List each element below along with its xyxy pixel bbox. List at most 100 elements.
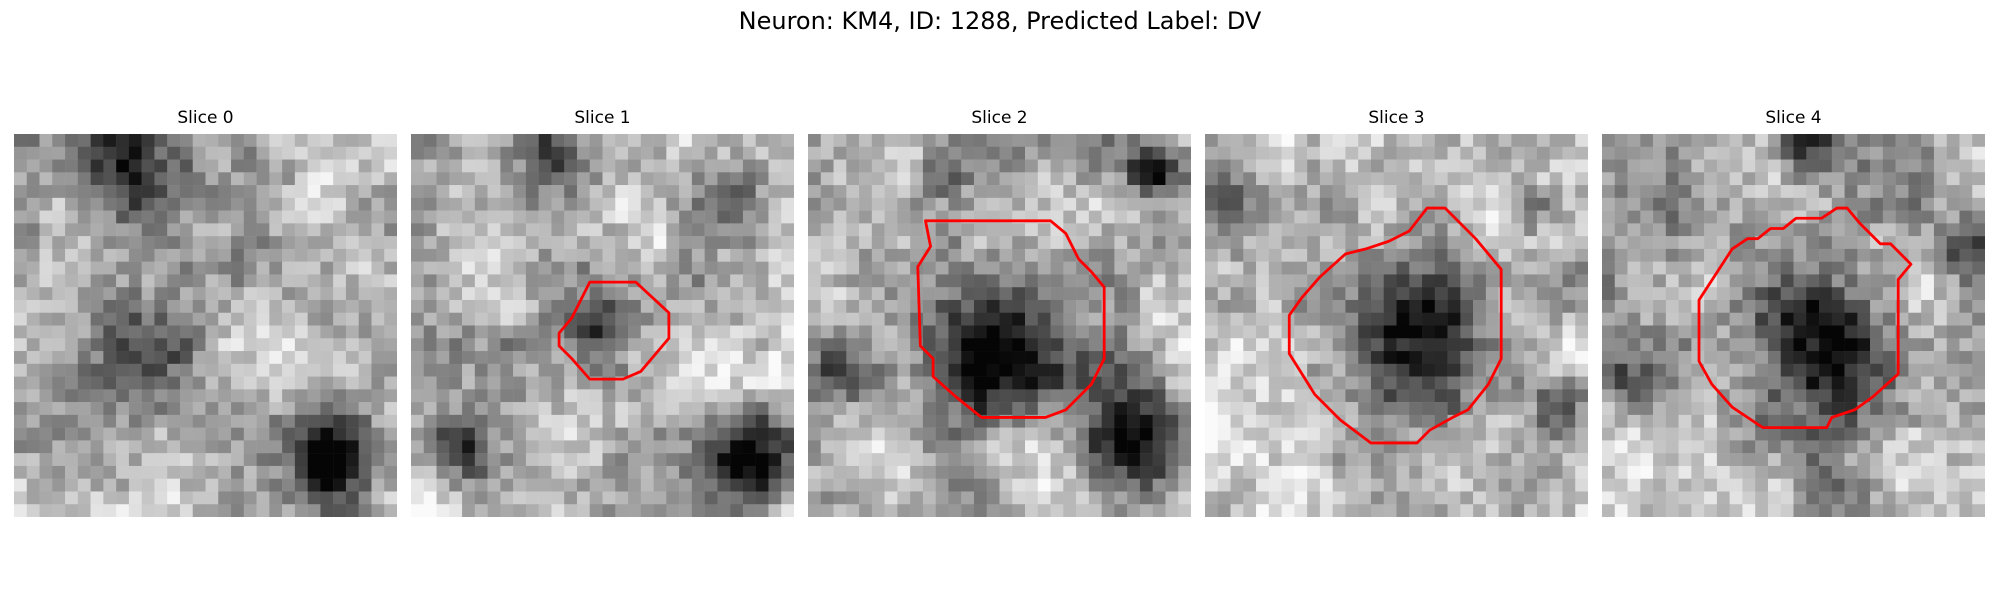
pixel [1396,376,1410,390]
pixel [474,146,488,160]
pixel [1627,376,1641,390]
pixel [320,440,334,454]
pixel [14,402,28,416]
pixel [1037,491,1051,505]
pixel [1409,134,1423,148]
pixel [1793,223,1807,237]
pixel [179,185,193,199]
pixel [1716,223,1730,237]
pixel [833,453,847,467]
pixel [513,376,527,390]
pixel [1755,325,1769,339]
pixel [1536,478,1550,492]
pixel [602,312,616,326]
pixel [500,389,514,403]
pixel [1780,338,1794,352]
pixel [679,427,693,441]
pixel [704,146,718,160]
pixel [1485,402,1499,416]
pixel [256,261,270,275]
pixel [564,363,578,377]
pixel [1665,491,1679,505]
pixel [205,402,219,416]
pixel [1205,159,1219,173]
pixel [436,261,450,275]
pixel [90,478,104,492]
pixel [1050,504,1064,517]
pixel [1025,363,1039,377]
pixel [808,223,822,237]
pixel [411,338,425,352]
pixel [1243,478,1257,492]
pixel [1396,504,1410,517]
pixel [52,363,66,377]
pixel [1767,236,1781,250]
pixel [1319,478,1333,492]
pixel [462,261,476,275]
pixel [589,414,603,428]
pixel [1396,146,1410,160]
pixel [1396,159,1410,173]
pixel [1562,146,1576,160]
pixel [1281,185,1295,199]
pixel [1152,414,1166,428]
pixel [1946,478,1960,492]
pixel [1422,453,1436,467]
pixel [1767,146,1781,160]
pixel [1946,325,1960,339]
pixel [1152,376,1166,390]
pixel [859,491,873,505]
pixel [973,146,987,160]
pixel [1742,363,1756,377]
pixel [1307,172,1321,186]
pixel [615,351,629,365]
pixel [39,312,53,326]
pixel [525,134,539,148]
pixel [679,210,693,224]
pixel [859,134,873,148]
pixel [1729,223,1743,237]
pixel [103,210,117,224]
pixel [640,465,654,479]
pixel [14,389,28,403]
pixel [1281,134,1295,148]
pixel [1511,223,1525,237]
pixel [1653,363,1667,377]
pixel [1012,504,1026,517]
pixel [551,299,565,313]
pixel [1895,491,1909,505]
pixel [1345,453,1359,467]
pixel [1524,376,1538,390]
pixel [871,261,885,275]
pixel [1268,236,1282,250]
pixel [192,134,206,148]
pixel [1819,159,1833,173]
pixel [1243,427,1257,441]
pixel [1050,389,1064,403]
pixel [1037,453,1051,467]
pixel [833,261,847,275]
pixel [39,465,53,479]
pixel [1549,185,1563,199]
pixel [897,261,911,275]
pixel [691,465,705,479]
pixel [116,338,130,352]
pixel [1933,465,1947,479]
pixel [1524,159,1538,173]
pixel [1319,414,1333,428]
pixel [256,159,270,173]
pixel [14,465,28,479]
pixel [1383,172,1397,186]
pixel [1972,325,1985,339]
slice-title: Slice 4 [1765,108,1822,128]
pixel [1256,299,1270,313]
pixel [1806,287,1820,301]
pixel [1549,223,1563,237]
pixel [358,325,372,339]
pixel [320,248,334,262]
pixel [1640,248,1654,262]
pixel [1409,363,1423,377]
pixel [1549,478,1563,492]
pixel [1549,363,1563,377]
pixel [768,261,782,275]
